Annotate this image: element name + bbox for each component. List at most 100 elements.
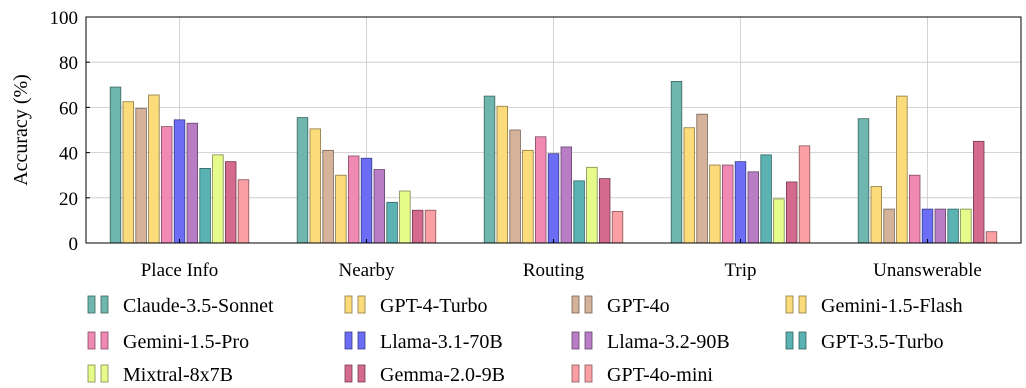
bar-9-1 [212,154,224,244]
bar-7-4 [747,171,760,244]
bar-11-1 [237,179,250,244]
bar-1-4 [670,81,683,244]
legend-item-1: Claude-3.5-Sonnet [87,295,274,317]
x-axis-ticks: Place Info Nearby Routing Trip Unanswerable [141,239,982,281]
legend-swatch [357,331,366,350]
bar-10-3 [599,178,611,244]
legend-label: Gemini-1.5-Pro [123,331,249,353]
bar-2-4 [683,127,696,244]
bar-8-5 [947,208,959,244]
bar-11-4 [798,145,811,244]
x-tick-label-4: Unanswerable [873,260,982,281]
bar-5-5 [909,174,921,244]
bar-6-2 [360,157,373,244]
bar-4-3 [522,149,534,244]
legend-item-6: Llama-3.1-70B [344,331,503,353]
legend-swatch [785,331,794,350]
legend-swatch [584,331,593,350]
bar-10-4 [786,181,798,244]
bar-2-1 [122,101,135,244]
y-tick-label-2: 40 [59,144,78,165]
legend-swatch [357,364,366,383]
legend-item-11: GPT-4o-mini [571,364,713,386]
bar-1-3 [483,95,496,244]
bar-11-3 [611,210,624,244]
legend-swatch [571,331,580,350]
bar-7-1 [186,122,199,244]
x-tick-label-0: Place Info [141,260,219,281]
bar-1-1 [109,86,122,244]
legend-label: Mixtral-8x7B [123,364,233,386]
legend-swatch [344,364,353,383]
legend-label: GPT-3.5-Turbo [821,331,943,353]
legend-item-4: Gemini-1.5-Flash [785,295,963,317]
legend-swatch [785,295,794,314]
bar-6-3 [547,153,560,244]
legend-swatch [87,295,96,314]
bar-1-2 [296,117,309,244]
legend-label: Gemma-2.0-9B [380,364,505,386]
y-tick-label-5: 100 [50,8,79,29]
bar-2-3 [496,105,509,244]
bar-3-1 [135,108,147,244]
legend-swatch [344,331,353,350]
bar-4-4 [709,164,721,244]
bar-2-2 [309,128,322,244]
bar-9-3 [586,166,598,244]
legend-label: GPT-4-Turbo [380,295,487,317]
bar-4-2 [335,174,347,244]
legend-label: Gemini-1.5-Flash [821,295,963,317]
bar-3-5 [883,208,895,244]
bar-11-5 [985,231,998,244]
bar-4-5 [896,95,908,244]
legend-swatch [87,331,96,350]
legend-swatch [798,295,807,314]
bar-7-5 [934,208,947,244]
y-tick-label-4: 80 [59,53,78,74]
bar-4-1 [148,94,160,244]
bar-8-3 [573,180,585,244]
x-tick-label-2: Routing [523,260,585,281]
legend-item-2: GPT-4-Turbo [344,295,487,317]
legend-label: Llama-3.2-90B [607,331,730,353]
y-axis-label: Accuracy (%) [10,74,32,186]
y-tick-label-3: 60 [59,98,78,119]
legend-item-9: Mixtral-8x7B [87,364,233,386]
legend-label: Llama-3.1-70B [380,331,503,353]
x-tick-label-1: Nearby [339,260,395,281]
bar-10-5 [973,140,985,244]
legend-swatch [571,364,580,383]
legend-swatch [344,295,353,314]
legend-item-10: Gemma-2.0-9B [344,364,505,386]
y-tick-label-1: 20 [59,189,78,210]
legend-swatch [357,295,366,314]
bar-10-1 [224,161,237,244]
bar-9-5 [960,208,972,244]
bar-5-1 [160,126,173,244]
bar-8-1 [199,168,211,244]
bar-6-1 [173,119,186,244]
legend-item-7: Llama-3.2-90B [571,331,730,353]
bar-5-2 [347,155,360,244]
bar-3-4 [696,113,708,244]
bar-6-4 [734,161,747,244]
bars [109,81,998,244]
bar-11-2 [424,209,437,244]
legend-item-8: GPT-3.5-Turbo [785,331,943,353]
legend: Claude-3.5-Sonnet GPT-4-Turbo GPT-4o Gemini… [87,295,963,386]
bar-5-4 [722,164,734,244]
legend-item-3: GPT-4o [571,295,670,317]
legend-label: GPT-4o-mini [607,364,713,386]
bar-9-4 [773,198,785,244]
y-tick-label-0: 0 [69,234,79,255]
bar-7-3 [560,146,573,244]
legend-item-5: Gemini-1.5-Pro [87,331,249,353]
legend-swatch [87,364,96,383]
legend-swatch [571,295,580,314]
bar-5-3 [535,136,547,244]
y-axis-ticks: 0 20 40 60 80 100 [50,8,90,255]
legend-swatch [584,295,593,314]
legend-swatch [798,331,807,350]
legend-label: Claude-3.5-Sonnet [123,295,274,317]
legend-swatch [100,295,109,314]
